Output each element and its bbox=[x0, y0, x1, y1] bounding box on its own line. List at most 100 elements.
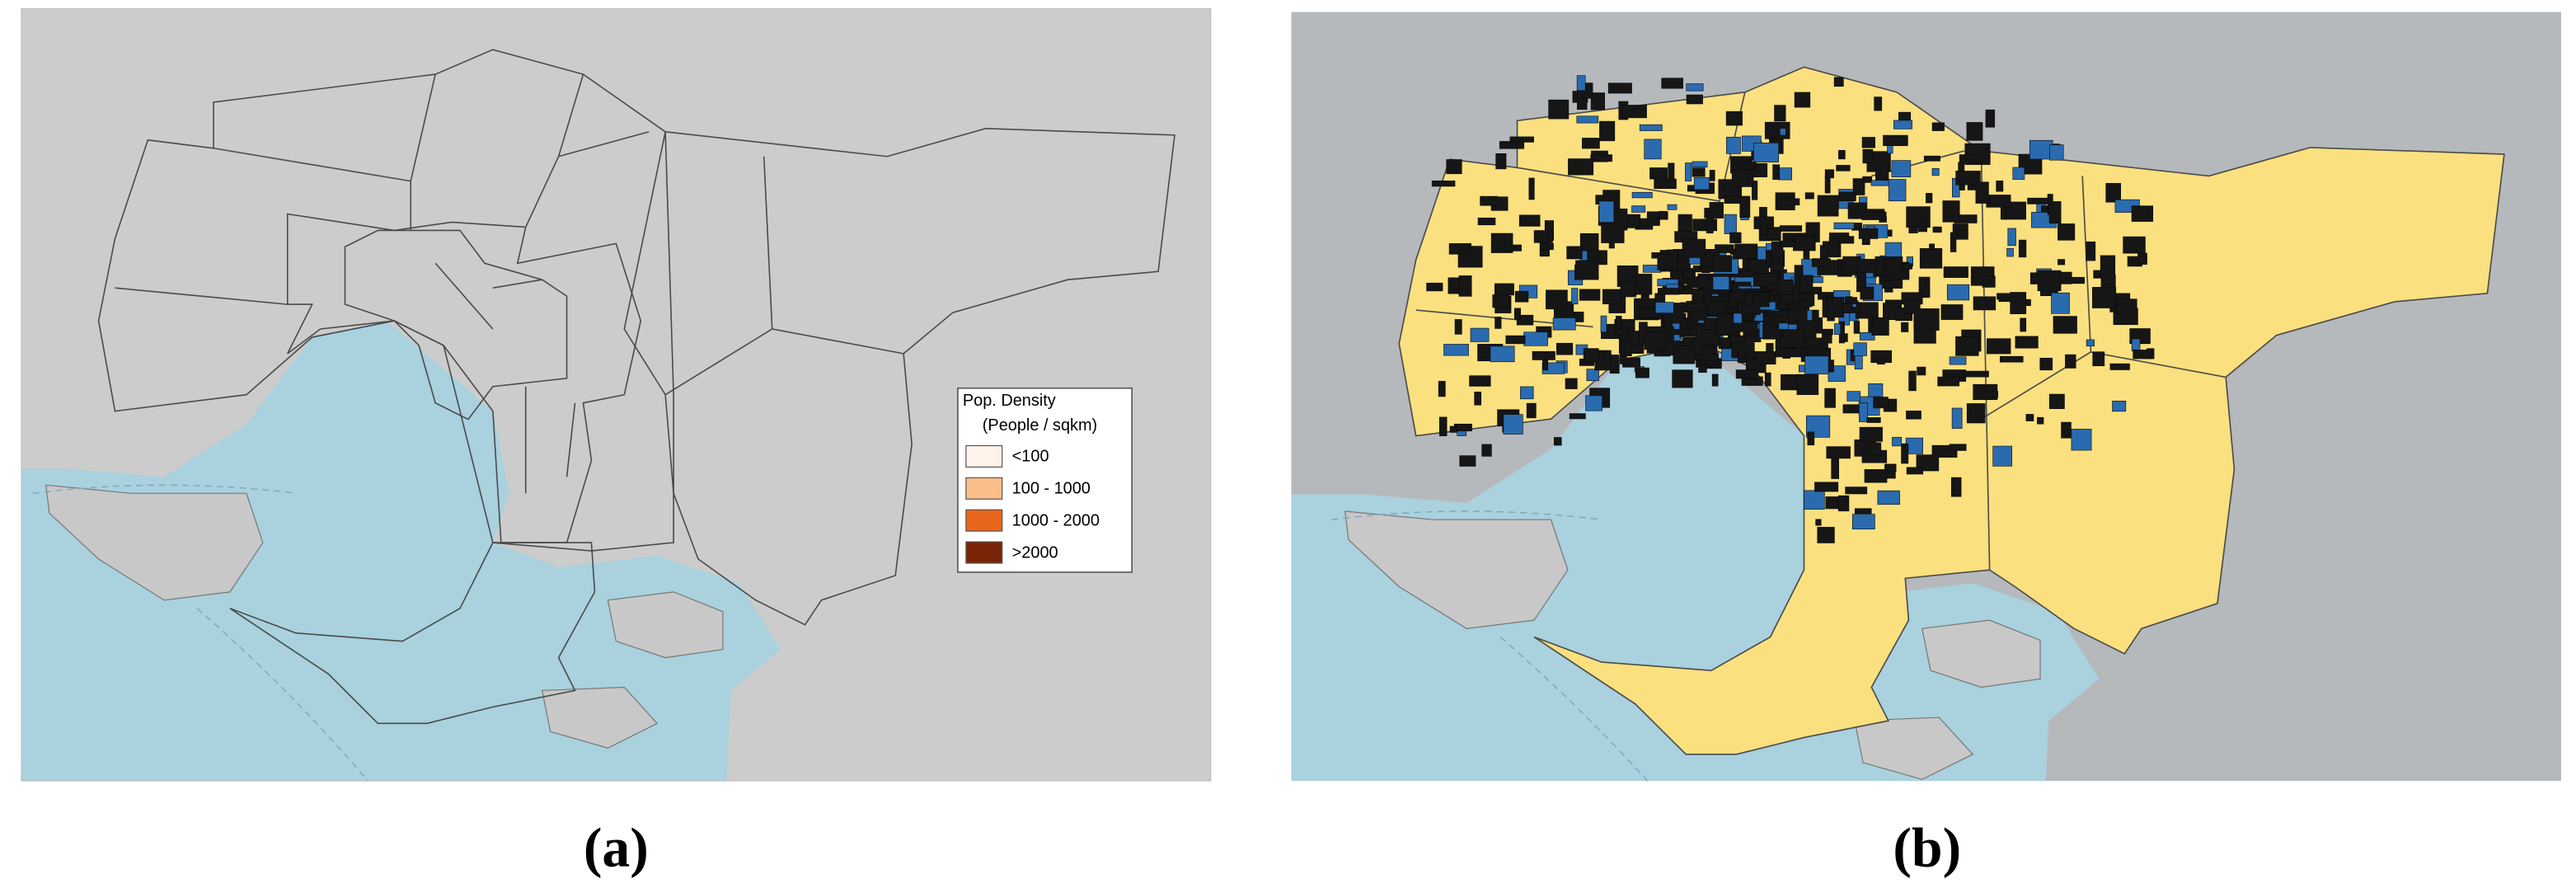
urban-area bbox=[1620, 281, 1637, 298]
legend-swatch bbox=[965, 509, 1003, 532]
urban-area bbox=[1556, 342, 1574, 355]
urban-area bbox=[1831, 457, 1839, 479]
urban-area bbox=[1943, 266, 1968, 278]
urban-area bbox=[1542, 358, 1549, 371]
urban-area bbox=[1526, 402, 1537, 419]
urban-area bbox=[2086, 339, 2095, 347]
urban-area bbox=[1951, 407, 1963, 429]
urban-area bbox=[1906, 467, 1924, 475]
urban-area bbox=[1774, 105, 1786, 122]
urban-area bbox=[2137, 252, 2147, 265]
urban-area bbox=[1901, 443, 1909, 464]
urban-area bbox=[1975, 181, 1989, 204]
urban-area bbox=[1792, 300, 1813, 308]
urban-area bbox=[1480, 195, 1499, 206]
urban-area bbox=[1851, 514, 1875, 529]
urban-area bbox=[1707, 301, 1726, 317]
urban-area bbox=[1873, 317, 1884, 328]
caption: (a) bbox=[584, 817, 649, 879]
urban-area bbox=[1861, 211, 1887, 220]
urban-area bbox=[1694, 353, 1719, 361]
urban-area bbox=[1804, 490, 1825, 510]
urban-area bbox=[2012, 167, 2025, 180]
urban-area bbox=[2123, 236, 2146, 254]
region bbox=[344, 229, 568, 421]
urban-area bbox=[1966, 122, 1983, 141]
urban-area bbox=[1499, 141, 1525, 149]
urban-area bbox=[2065, 354, 2076, 369]
urban-area bbox=[1532, 350, 1555, 360]
region-borders bbox=[115, 73, 904, 494]
urban-area bbox=[2051, 292, 2070, 314]
urban-area bbox=[1817, 195, 1839, 217]
urban-area bbox=[1822, 297, 1845, 318]
urban-area bbox=[1859, 426, 1883, 442]
urban-area bbox=[1725, 110, 1743, 126]
urban-area bbox=[2029, 139, 2053, 160]
urban-area bbox=[2092, 351, 2105, 367]
urban-area bbox=[1528, 177, 1535, 200]
urban-area bbox=[1827, 295, 1833, 309]
urban-area bbox=[1762, 324, 1781, 340]
urban-area bbox=[1796, 374, 1819, 395]
urban-area bbox=[1950, 477, 1962, 497]
urban-area bbox=[2053, 316, 2077, 334]
region bbox=[286, 213, 642, 543]
urban-area bbox=[1807, 431, 1815, 446]
urban-area bbox=[1743, 161, 1757, 170]
urban-area bbox=[1955, 171, 1981, 186]
urban-area bbox=[1673, 345, 1696, 364]
map-b-content bbox=[1291, 66, 2505, 782]
urban-area bbox=[1862, 148, 1874, 164]
urban-area bbox=[1794, 92, 1811, 108]
legend-title: Pop. Density bbox=[963, 392, 1056, 410]
urban-area bbox=[1772, 164, 1781, 180]
urban-area bbox=[1492, 294, 1509, 308]
urban-area bbox=[1709, 170, 1715, 181]
urban-area bbox=[1888, 179, 1907, 202]
urban-area bbox=[1470, 327, 1490, 342]
urban-area bbox=[1833, 222, 1855, 229]
urban-area bbox=[1718, 337, 1731, 350]
urban-area bbox=[1635, 367, 1649, 378]
urban-area bbox=[1724, 214, 1737, 234]
legend-label: 1000 - 2000 bbox=[1012, 511, 1100, 529]
urban-area bbox=[1923, 155, 1940, 162]
urban-area bbox=[1776, 280, 1794, 295]
urban-area bbox=[1426, 282, 1443, 292]
urban-area bbox=[1873, 397, 1889, 409]
urban-area bbox=[1576, 115, 1599, 124]
urban-area bbox=[1738, 350, 1747, 364]
legend-subtitle: (People / sqkm) bbox=[983, 416, 1097, 435]
urban-area bbox=[1846, 391, 1861, 402]
legend-label: >2000 bbox=[1012, 543, 1058, 562]
urban-area bbox=[1883, 134, 1908, 147]
urban-area bbox=[1533, 230, 1553, 243]
urban-area bbox=[1454, 319, 1462, 335]
urban-area bbox=[2067, 276, 2085, 284]
urban-area bbox=[1870, 180, 1890, 186]
urban-area bbox=[1609, 355, 1620, 374]
urban-area bbox=[1919, 248, 1943, 269]
urban-area bbox=[1813, 276, 1823, 284]
urban-area bbox=[1621, 341, 1632, 357]
urban-area bbox=[1825, 496, 1839, 510]
urban-area bbox=[1449, 425, 1457, 433]
urban-area bbox=[1908, 370, 1917, 392]
urban-area bbox=[1474, 392, 1482, 406]
region bbox=[229, 542, 596, 725]
region-borders bbox=[1415, 92, 2226, 571]
urban-area bbox=[1712, 255, 1732, 272]
urban-area bbox=[1635, 274, 1653, 295]
urban-area bbox=[1913, 308, 1940, 331]
urban-area bbox=[1446, 159, 1462, 175]
urban-area bbox=[1779, 225, 1803, 232]
urban-area bbox=[1860, 331, 1875, 341]
urban-area bbox=[1926, 193, 1933, 204]
urban-area bbox=[1518, 214, 1541, 227]
urban-area bbox=[1739, 195, 1751, 219]
urban-area bbox=[1917, 366, 1926, 376]
legend-swatch bbox=[965, 541, 1003, 564]
urban-area bbox=[1780, 128, 1786, 136]
urban-area bbox=[1992, 445, 2013, 467]
